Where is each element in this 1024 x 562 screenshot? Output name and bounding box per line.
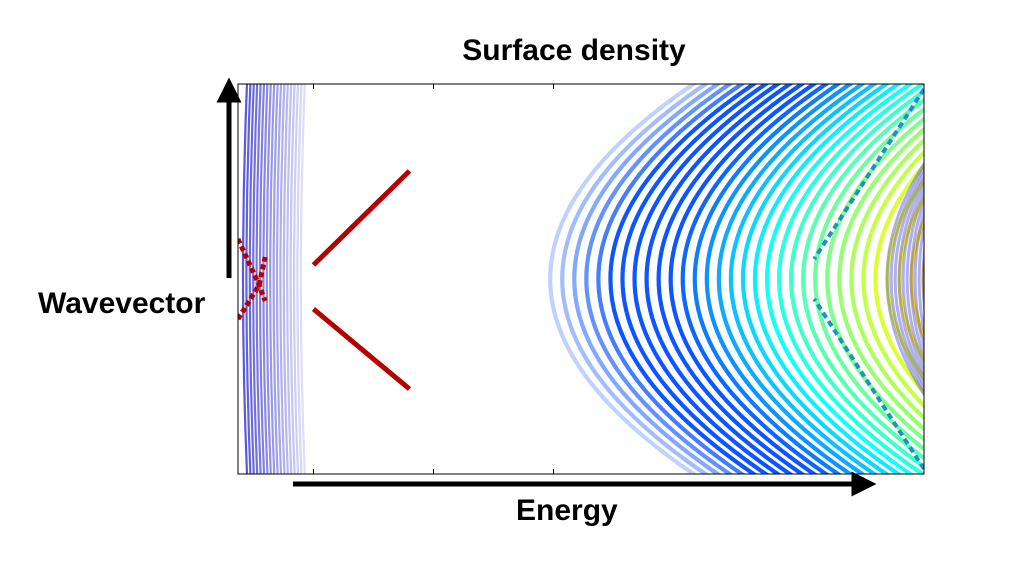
right-cone-inner-arc — [931, 146, 954, 412]
bulk-arc — [620, 84, 770, 474]
bulk-arc — [909, 216, 924, 342]
right-cone-inner-arc — [909, 196, 924, 362]
left-band-line — [286, 84, 293, 474]
right-cone-inner-arc — [901, 181, 924, 377]
bulk-arc — [801, 97, 924, 461]
bulk-arc — [704, 84, 855, 474]
dirac-cone-branch — [238, 237, 268, 302]
left-band-line — [248, 84, 255, 474]
bulk-arc — [837, 126, 924, 432]
bulk-arc — [717, 84, 867, 474]
chart-title: Surface density — [462, 34, 686, 67]
bulk-arc — [885, 177, 924, 381]
bulk-arc — [861, 149, 924, 409]
bulk-arc — [572, 84, 722, 474]
left-band-line — [275, 84, 283, 474]
bulk-arc — [584, 84, 734, 474]
bulk-arc — [548, 84, 698, 474]
left-band-line — [279, 84, 286, 474]
x-axis-label: Energy — [516, 494, 618, 527]
bulk-arc — [936, 24, 1024, 534]
bulk-arc — [849, 137, 924, 421]
bulk-arc — [777, 84, 924, 474]
bulk-arc — [825, 116, 924, 442]
surface-state-branch-lower — [311, 307, 412, 391]
bulk-arc — [1020, 24, 1024, 534]
right-cone-inner-arc — [913, 206, 924, 352]
right-cone-inner-arc — [889, 165, 924, 393]
bulk-arc — [921, 253, 924, 305]
bulk-arc — [753, 84, 903, 474]
right-cone-inner-arc — [893, 170, 924, 388]
bulk-arc — [948, 24, 1024, 534]
right-cone-inner-arc — [897, 175, 924, 383]
right-cone-inner-arc — [885, 161, 924, 397]
left-band-line — [292, 84, 300, 474]
left-band-line — [258, 84, 266, 474]
bulk-arc — [972, 24, 1024, 534]
bulk-arc — [741, 84, 891, 474]
right-cone-upper — [812, 87, 924, 261]
left-band-line — [289, 84, 296, 474]
bulk-arc — [996, 24, 1024, 534]
bulk-arc — [729, 84, 879, 474]
left-band-line — [265, 84, 272, 474]
left-band-line — [272, 84, 279, 474]
left-band-line — [296, 84, 303, 474]
bulk-arc — [692, 84, 843, 474]
bulk-arc — [789, 88, 924, 470]
bulk-arc — [644, 84, 794, 474]
plot-background — [238, 84, 924, 474]
left-band-line — [299, 84, 306, 474]
bulk-arc — [960, 24, 1024, 534]
plot-area — [237, 24, 1024, 534]
bulk-arc — [668, 84, 818, 474]
bulk-arc — [984, 24, 1024, 534]
bulk-arc — [1008, 24, 1024, 534]
chart-marks — [238, 24, 1024, 534]
y-axis-label: Wavevector — [38, 287, 206, 320]
right-cone-inner-arc — [921, 241, 924, 317]
bulk-arc — [765, 84, 915, 474]
bulk-arc — [596, 84, 746, 474]
bulk-arc — [873, 162, 924, 396]
bulk-arc — [656, 84, 806, 474]
bulk-arc — [608, 84, 758, 474]
right-cone-inner-arc — [927, 144, 954, 414]
left-band-line — [269, 84, 276, 474]
right-cone-inner-arc — [905, 188, 924, 370]
left-band-line — [252, 84, 259, 474]
tick-marks — [312, 84, 555, 474]
left-band-line — [262, 84, 269, 474]
right-cone-inner-arc — [917, 219, 924, 339]
bulk-arc — [813, 106, 924, 452]
left-band-line — [241, 84, 249, 474]
bulk-arc — [560, 84, 710, 474]
bulk-arc — [632, 84, 782, 474]
bulk-arc — [680, 84, 830, 474]
left-band-line — [245, 84, 252, 474]
right-cone-lower — [812, 297, 924, 471]
bulk-arc — [897, 194, 924, 364]
plot-frame — [237, 83, 925, 475]
left-band-line — [282, 84, 289, 474]
surface-state-branch-upper — [311, 169, 412, 267]
